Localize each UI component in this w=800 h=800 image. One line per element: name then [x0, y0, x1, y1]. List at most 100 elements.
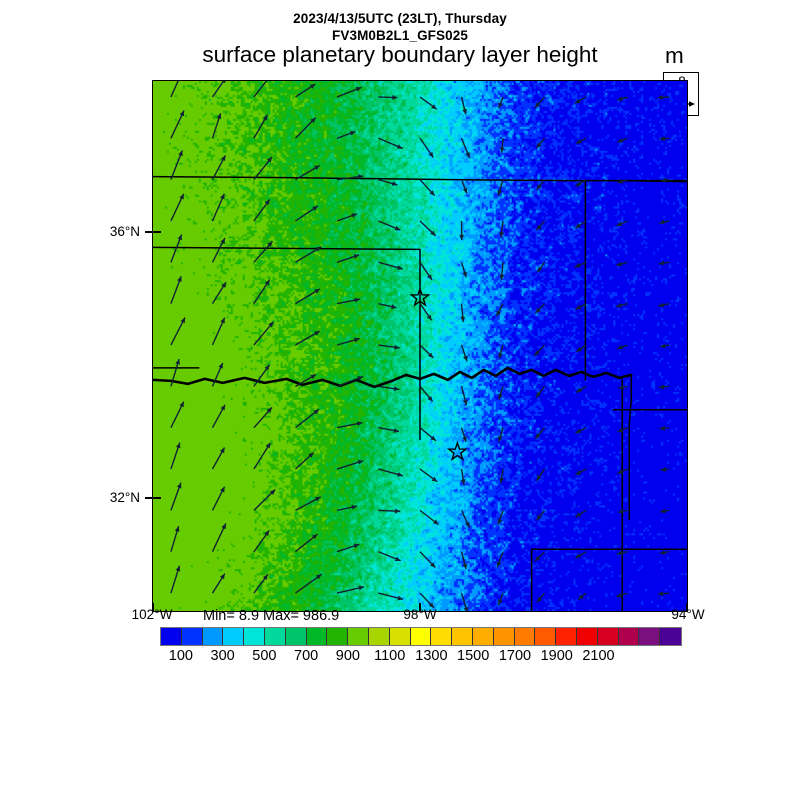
wind-vector-head	[269, 489, 276, 495]
axis-tick	[419, 603, 421, 612]
wind-vector-head	[220, 155, 226, 161]
map-overlay-layer	[153, 81, 687, 611]
wind-vector-head	[459, 234, 465, 240]
colorbar-tick-label: 1500	[457, 648, 490, 664]
wind-vector-head	[576, 346, 582, 352]
wind-vector-head	[660, 343, 666, 349]
wind-vector-head	[616, 221, 623, 226]
wind-vector-head	[266, 407, 272, 413]
wind-vector-head	[618, 384, 624, 390]
wind-vector-head	[392, 95, 398, 100]
wind-vector-head	[498, 352, 503, 359]
wind-vector-head	[314, 165, 320, 171]
wind-vector-head	[355, 86, 362, 92]
axis-tick	[152, 231, 161, 233]
wind-vector-head	[314, 496, 321, 502]
wind-vector-head	[659, 136, 665, 141]
wind-vector-head	[660, 467, 667, 472]
wind-vector-head	[617, 179, 624, 184]
wind-vector-head	[534, 102, 541, 108]
border-path	[153, 175, 687, 182]
wind-vector-head	[315, 246, 322, 252]
colorbar-segment	[327, 628, 349, 645]
wind-vector-head	[616, 302, 622, 308]
wind-vector-head	[353, 254, 360, 259]
wind-vector-head	[177, 276, 182, 282]
colorbar-segment	[535, 628, 557, 645]
colorbar-segment	[597, 628, 619, 645]
wind-vector-head	[264, 199, 270, 206]
wind-vector-head	[391, 181, 398, 186]
map-plot-area[interactable]	[152, 80, 688, 612]
wind-vector-head	[428, 602, 435, 608]
wind-vector-head	[179, 193, 184, 200]
wind-vector-head	[658, 260, 665, 266]
wind-vector-head	[394, 225, 401, 231]
wind-vector-head	[616, 550, 623, 556]
wind-vector-head	[575, 223, 581, 229]
wind-vector-head	[354, 297, 361, 303]
wind-vector-head	[176, 482, 182, 489]
wind-vector-head	[536, 514, 542, 521]
wind-vector-head	[216, 113, 222, 120]
wind-vector-head	[431, 476, 438, 482]
wind-vector-head	[498, 393, 503, 400]
colorbar-segment	[514, 628, 536, 645]
wind-vector-head	[179, 110, 184, 117]
wind-vector-head	[462, 399, 468, 406]
wind-vector-shaft	[295, 573, 323, 594]
wind-vector-head	[534, 350, 540, 356]
colorbar-segment	[244, 628, 265, 645]
wind-vector-head	[268, 321, 274, 328]
title-datetime: 2023/4/13/5UTC (23LT), Thursday	[293, 11, 507, 26]
wind-vector-head	[574, 262, 581, 268]
wind-vector-head	[575, 470, 582, 475]
station-star-south[interactable]	[446, 440, 468, 461]
axis-tick-label: 98°W	[403, 607, 437, 622]
wind-vector-head	[430, 435, 436, 441]
colorbar-segment	[181, 628, 203, 645]
wind-vector-head	[578, 594, 584, 600]
colorbar-segment	[264, 628, 286, 645]
colorbar-segment	[202, 628, 224, 645]
wind-vector-head	[357, 174, 364, 180]
station-star-north[interactable]	[409, 286, 431, 307]
wind-vector-head	[574, 98, 581, 104]
colorbar-segment	[410, 628, 432, 645]
wind-vector-head	[537, 266, 543, 273]
wind-vector-head	[262, 574, 268, 581]
wind-vector-head	[498, 102, 503, 109]
wind-vector-head	[431, 104, 437, 110]
wind-vector-head	[536, 596, 543, 603]
wind-vector-head	[462, 436, 467, 442]
wind-vector-head	[499, 147, 505, 153]
wind-vector-head	[314, 330, 320, 336]
wind-vector-head	[175, 442, 181, 449]
colorbar-tick-label: 1100	[374, 648, 406, 664]
wind-vector-head	[397, 595, 404, 601]
colorbar[interactable]	[160, 627, 682, 646]
axis-tick-label: 32°N	[109, 489, 140, 505]
wind-vector-head	[397, 472, 403, 477]
wind-vector-head	[496, 310, 501, 317]
page-title: surface planetary boundary layer height	[202, 42, 598, 67]
wind-vector-head	[353, 543, 360, 549]
wind-vector-head	[430, 230, 436, 236]
colorbar-segment	[348, 628, 369, 645]
wind-vector-head	[462, 563, 468, 570]
wind-vector-head	[497, 518, 503, 525]
wind-vector-head	[426, 314, 432, 321]
wind-vector-head	[219, 447, 225, 454]
colorbar-segment	[556, 628, 577, 645]
wind-vector-head	[465, 521, 470, 528]
wind-vector-head	[221, 282, 227, 288]
colorbar-segment	[389, 628, 411, 645]
wind-vector-head	[220, 317, 225, 324]
wind-vector-head	[394, 344, 400, 350]
wind-vector-head	[575, 181, 582, 187]
wind-vector-head	[220, 404, 226, 411]
wind-vector-head	[427, 396, 433, 402]
wind-vector-head	[660, 508, 666, 514]
wind-vector-head	[174, 526, 180, 532]
wind-vector-head	[463, 355, 468, 362]
